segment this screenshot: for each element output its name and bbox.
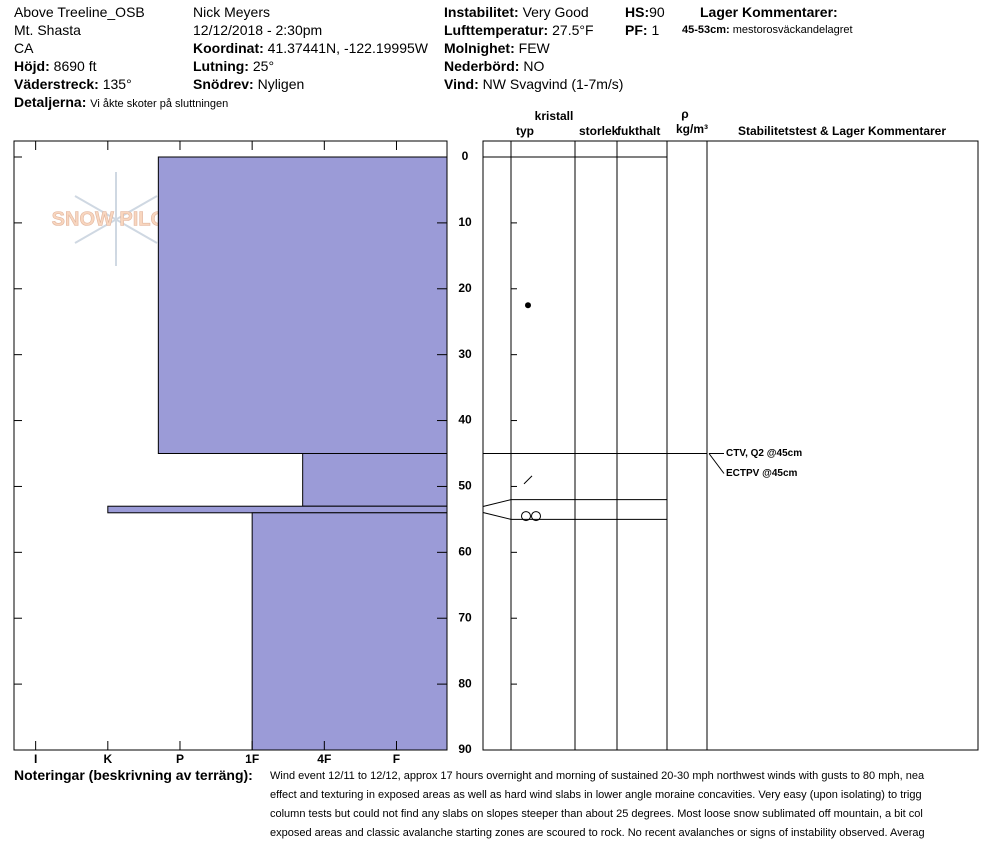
- label: HS:: [625, 4, 650, 20]
- value: FEW: [518, 40, 550, 56]
- grain-symbol: [521, 511, 531, 522]
- col-header: kristall: [535, 109, 574, 123]
- value: NO: [523, 58, 545, 74]
- col-header: ρ: [681, 107, 688, 121]
- x-tick-label: 4F: [317, 752, 331, 766]
- pf: PF: 1: [625, 22, 659, 38]
- label: Lufttemperatur:: [444, 22, 549, 38]
- value: 27.5°F: [552, 22, 594, 38]
- label: PF:: [625, 22, 648, 38]
- y-tick-label: 60: [458, 545, 472, 559]
- logo: SNOW PILOT: [51, 172, 179, 266]
- wind-loading: Snödrev: Nyligen: [193, 76, 304, 92]
- notes-line: Wind event 12/11 to 12/12, approx 17 hou…: [270, 770, 925, 782]
- state: CA: [14, 40, 34, 56]
- notes-line: column tests but could not find any slab…: [270, 808, 923, 820]
- label: Vind:: [444, 76, 479, 92]
- col-header: typ: [516, 124, 534, 138]
- notes-line: effect and texturing in exposed areas as…: [270, 789, 922, 801]
- label: Lutning:: [193, 58, 249, 74]
- logo-text: SNOW PILOT: [52, 208, 179, 230]
- col-header: fukthalt: [617, 124, 660, 138]
- value: 90: [649, 4, 665, 20]
- coords: Koordinat: 41.37441N, -122.19995W: [193, 40, 428, 56]
- slope: Lutning: 25°: [193, 58, 274, 74]
- layer-comment: 45-53cm: mestorosväckandelagret: [682, 24, 853, 36]
- snowflake: [74, 172, 158, 266]
- label: Nederbörd:: [444, 58, 520, 74]
- observer: Nick Meyers: [193, 4, 271, 20]
- hardness-layer: [107, 505, 448, 514]
- test-arrow: [708, 453, 725, 474]
- value: Nyligen: [257, 76, 305, 92]
- strata-frame: [482, 140, 979, 751]
- stability: Instabilitet: Very Good: [444, 4, 589, 20]
- col-header: storlek: [579, 124, 619, 138]
- col-header: Stabilitetstest & Lager Kommentarer: [738, 124, 946, 138]
- hardness-layer: [251, 512, 448, 751]
- col-header: kg/m³: [676, 122, 708, 136]
- grain-symbol: [531, 511, 541, 522]
- layer-comments-title: Lager Kommentarer:: [700, 4, 838, 20]
- test-label: CTV, Q2 @45cm: [726, 448, 802, 459]
- range: Mt. Shasta: [14, 22, 81, 38]
- value: Very Good: [522, 4, 589, 20]
- elevation: Höjd: 8690 ft: [14, 58, 96, 74]
- notes-line: exposed areas and classic avalanche star…: [270, 827, 925, 839]
- grain-symbol: [525, 302, 531, 309]
- value: 25°: [252, 58, 275, 74]
- value: Vi åkte skoter på sluttningen: [90, 98, 229, 110]
- label: Koordinat:: [193, 40, 264, 56]
- x-tick-label: P: [176, 752, 184, 766]
- label: 45-53cm:: [682, 24, 730, 36]
- y-tick-label: 10: [458, 215, 472, 229]
- y-tick-label: 50: [458, 479, 472, 493]
- value: mestorosväckandelagret: [732, 24, 853, 36]
- y-tick-label: 90: [458, 742, 472, 756]
- air-temp: Lufttemperatur: 27.5°F: [444, 22, 594, 38]
- value: NW Svagvind (1-7m/s): [482, 76, 624, 92]
- details: Detaljerna: Vi åkte skoter på sluttninge…: [14, 94, 228, 110]
- value: 1: [651, 22, 660, 38]
- x-tick-label: K: [103, 752, 112, 766]
- hs: HS:90: [625, 4, 665, 20]
- notes-label: Noteringar (beskrivning av terräng):: [14, 767, 253, 783]
- label: Höjd:: [14, 58, 50, 74]
- datetime: 12/12/2018 - 2:30pm: [193, 22, 323, 38]
- precip: Nederbörd: NO: [444, 58, 544, 74]
- stratum-connector: [482, 512, 512, 520]
- label: Detaljerna:: [14, 94, 87, 110]
- sky: Molnighet: FEW: [444, 40, 550, 56]
- hardness-layer: [302, 453, 448, 507]
- test-label: ECTPV @45cm: [726, 468, 798, 479]
- wind: Vind: NW Svagvind (1-7m/s): [444, 76, 623, 92]
- y-tick-label: 80: [458, 676, 472, 690]
- x-tick-label: I: [34, 752, 37, 766]
- x-tick-label: 1F: [245, 752, 259, 766]
- y-tick-label: 20: [458, 281, 472, 295]
- y-tick-label: 30: [458, 347, 472, 361]
- label: Molnighet:: [444, 40, 515, 56]
- value: 8690 ft: [53, 58, 97, 74]
- value: 135°: [102, 76, 132, 92]
- grain-symbol: [523, 475, 533, 485]
- value: 41.37441N, -122.19995W: [267, 40, 428, 56]
- label: Instabilitet:: [444, 4, 519, 20]
- y-tick-label: 70: [458, 610, 472, 624]
- notes: Wind event 12/11 to 12/12, approx 17 hou…: [270, 767, 994, 843]
- label: Snödrev:: [193, 76, 254, 92]
- strata-columns: [510, 141, 708, 750]
- label: Väderstreck:: [14, 76, 99, 92]
- x-tick-label: F: [393, 752, 400, 766]
- aspect: Väderstreck: 135°: [14, 76, 132, 92]
- stratum-connector: [482, 499, 512, 507]
- location: Above Treeline_OSB: [14, 4, 145, 20]
- y-tick-label: 0: [462, 149, 469, 163]
- hardness-layer: [157, 156, 448, 454]
- y-tick-label: 40: [458, 413, 472, 427]
